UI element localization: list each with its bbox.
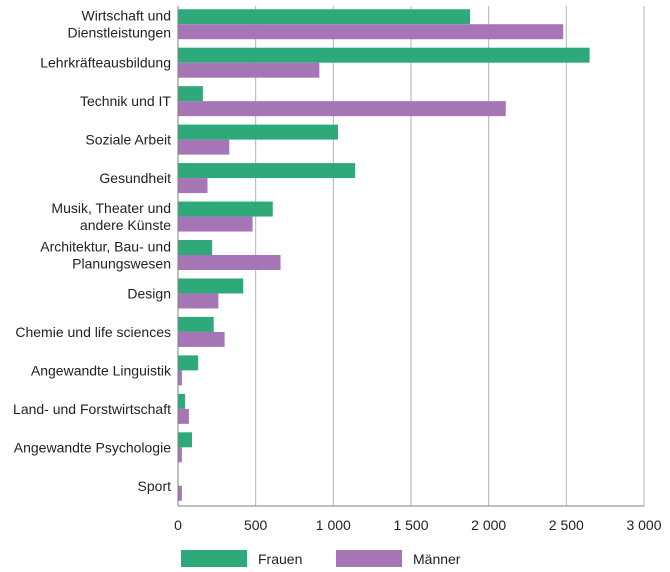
category-label: Angewandte Psychologie bbox=[14, 439, 171, 455]
bar-frauen bbox=[178, 316, 214, 332]
bar-frauen bbox=[178, 47, 590, 63]
bar-frauen bbox=[178, 9, 471, 25]
bar-männer bbox=[178, 293, 219, 309]
legend-swatch-frauen bbox=[181, 550, 247, 567]
legend: Frauen Männer bbox=[181, 550, 461, 567]
category-label: Technik und IT bbox=[80, 93, 171, 109]
x-tick-label: 0 bbox=[174, 517, 182, 533]
bar-männer bbox=[178, 101, 506, 117]
bar-männer bbox=[178, 216, 253, 232]
category-label: Soziale Arbeit bbox=[85, 132, 171, 148]
bar-frauen bbox=[178, 240, 213, 255]
bar-männer bbox=[178, 485, 182, 501]
legend-label-männer: Männer bbox=[413, 551, 461, 567]
category-label: Architektur, Bau- und bbox=[40, 239, 171, 255]
bar-männer bbox=[178, 370, 182, 386]
bar-männer bbox=[178, 62, 320, 78]
legend-label-frauen: Frauen bbox=[258, 551, 302, 567]
bar-frauen bbox=[178, 163, 356, 179]
bar-männer bbox=[178, 408, 189, 424]
x-tick-labels: 0 500 1 000 1 500 2 000 2 500 3 000 bbox=[174, 517, 662, 533]
x-tick-label: 1 000 bbox=[316, 517, 351, 533]
category-label: Land- und Forstwirtschaft bbox=[13, 401, 171, 417]
bar-männer bbox=[178, 447, 182, 463]
bar-frauen bbox=[178, 432, 192, 448]
category-label: andere Künste bbox=[80, 217, 171, 233]
bars bbox=[178, 9, 590, 501]
legend-swatch-männer bbox=[336, 550, 402, 567]
bar-frauen bbox=[178, 201, 273, 217]
bar-männer bbox=[178, 24, 564, 40]
x-tick-label: 500 bbox=[244, 517, 268, 533]
category-label: Musik, Theater und bbox=[51, 200, 171, 216]
bar-frauen bbox=[178, 355, 199, 371]
bar-frauen bbox=[178, 278, 244, 294]
axes bbox=[177, 6, 644, 507]
category-label: Dienstleistungen bbox=[67, 25, 171, 41]
category-label: Chemie und life sciences bbox=[15, 324, 171, 340]
x-tick-label: 3 000 bbox=[626, 517, 661, 533]
category-label: Lehrkräfteausbildung bbox=[40, 55, 171, 71]
category-label: Wirtschaft und bbox=[82, 8, 171, 24]
category-label: Angewandte Linguistik bbox=[31, 362, 172, 378]
x-tick-label: 2 000 bbox=[471, 517, 506, 533]
bar-frauen bbox=[178, 124, 338, 140]
category-label: Planungswesen bbox=[72, 256, 171, 272]
gridlines bbox=[255, 6, 645, 506]
bar-männer bbox=[178, 255, 281, 270]
bar-männer bbox=[178, 139, 230, 155]
category-label: Design bbox=[127, 285, 171, 301]
bar-frauen bbox=[178, 86, 203, 102]
bar-männer bbox=[178, 178, 208, 194]
x-tick-label: 2 500 bbox=[549, 517, 584, 533]
category-label: Sport bbox=[138, 478, 172, 494]
bar-frauen bbox=[178, 393, 185, 409]
bar-männer bbox=[178, 331, 225, 347]
x-tick-label: 1 500 bbox=[393, 517, 428, 533]
category-label: Gesundheit bbox=[99, 170, 171, 186]
